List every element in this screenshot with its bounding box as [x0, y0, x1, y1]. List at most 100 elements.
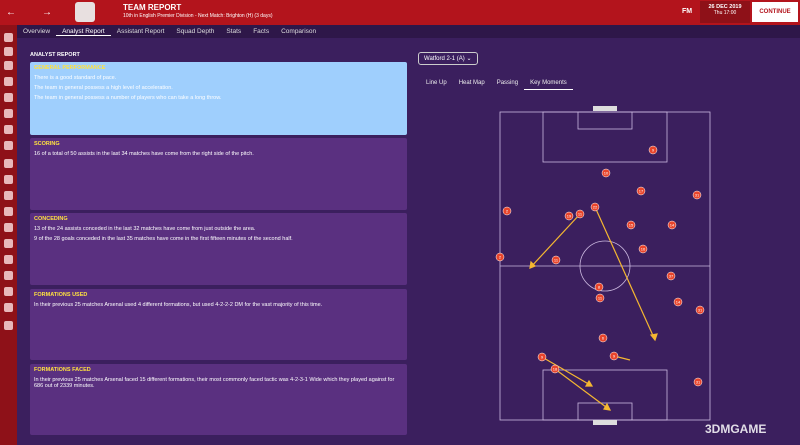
nav-icon[interactable] — [4, 191, 13, 200]
date-box: 26 DEC 2019 Thu 17:00 — [700, 1, 750, 23]
player-number: 11 — [554, 258, 559, 263]
view-tabs: Line Up Heat Map Passing Key Moments — [420, 80, 573, 90]
match-selector[interactable]: Watford 2-1 (A) ⌄ — [418, 52, 478, 65]
continue-button[interactable]: CONTINUE — [752, 2, 798, 22]
report-title: ANALYST REPORT — [30, 52, 80, 58]
nav-icon[interactable] — [4, 239, 13, 248]
player-number: 17 — [639, 189, 644, 194]
player-dot — [638, 244, 648, 254]
nav-icon[interactable] — [4, 303, 13, 312]
player-dot — [667, 220, 677, 230]
player-number: 31 — [698, 308, 703, 313]
brand: FM — [682, 8, 693, 15]
arrows — [529, 206, 658, 411]
view-tab[interactable]: Heat Map — [458, 80, 485, 86]
player-dot — [595, 293, 605, 303]
tab[interactable]: Squad Depth — [176, 28, 215, 35]
nav-icon[interactable] — [4, 33, 13, 42]
tab-bar: Overview Analyst Report Assistant Report Sq… — [17, 25, 800, 38]
section-line: 16 of a total of 50 assists in the last … — [34, 151, 254, 157]
player-number: 16 — [641, 247, 646, 252]
nav-icon[interactable] — [4, 77, 13, 86]
section-heading: CONCEDING — [34, 216, 68, 222]
player-dot — [673, 297, 683, 307]
goal — [593, 420, 617, 425]
tab[interactable]: Comparison — [281, 28, 317, 35]
tab[interactable]: Analyst Report — [56, 28, 111, 36]
player-number: 10 — [604, 171, 609, 176]
player-number: 8 — [598, 285, 601, 290]
nav-icon[interactable] — [4, 47, 13, 56]
nav-icon[interactable] — [4, 125, 13, 134]
time: Thu 17:00 — [713, 10, 737, 16]
section-heading: FORMATIONS FACED — [34, 367, 91, 373]
player-number: 2 — [506, 209, 509, 214]
player-dot — [609, 351, 619, 361]
nav-icon[interactable] — [4, 61, 13, 70]
player-number: 22 — [593, 205, 598, 210]
tab[interactable]: Stats — [226, 28, 242, 35]
report-section: CONCEDING 13 of the 24 assists conceded i… — [30, 213, 407, 285]
view-tab[interactable]: Line Up — [426, 80, 447, 86]
player-number: 6 — [602, 336, 605, 341]
section-line: The team in general possess a high level… — [34, 85, 173, 91]
player-number: 15 — [629, 223, 634, 228]
player-dot — [590, 202, 600, 212]
player-number: 2 — [499, 255, 502, 260]
report-section: GENERAL PERFORMANCE There is a good stand… — [30, 62, 407, 135]
nav-icon[interactable] — [4, 175, 13, 184]
back[interactable]: ← — [6, 7, 16, 18]
match-name: Watford 2-1 (A) — [424, 56, 465, 62]
report-section: SCORING 16 of a total of 50 assists in th… — [30, 138, 407, 210]
player-number: 37 — [669, 274, 674, 279]
watermark: 3DMGAME — [705, 422, 766, 436]
nav-icon[interactable] — [4, 109, 13, 118]
player-number: 18 — [553, 367, 558, 372]
player-number: 31 — [695, 193, 700, 198]
report-section: FORMATIONS FACED In their previous 25 mat… — [30, 364, 407, 435]
player-number: 9 — [541, 355, 544, 360]
player-dot — [693, 377, 703, 387]
date: 26 DEC 2019 — [708, 4, 742, 10]
forward[interactable]: → — [42, 7, 52, 18]
section-line: 13 of the 24 assists conceded in the las… — [34, 226, 256, 232]
player-dot — [601, 168, 611, 178]
player-dot — [692, 190, 702, 200]
view-tab[interactable]: Key Moments — [524, 80, 573, 90]
section-line: The team in general possess a number of … — [34, 95, 222, 101]
player-number: 14 — [676, 300, 681, 305]
tab[interactable]: Facts — [253, 28, 270, 35]
section-heading: GENERAL PERFORMANCE — [34, 65, 106, 71]
nav-icon[interactable] — [4, 159, 13, 168]
player-number: 19 — [567, 214, 572, 219]
player-dot — [648, 145, 658, 155]
player-number: 11 — [598, 296, 603, 301]
nav-icon[interactable] — [4, 287, 13, 296]
section-line: In their previous 25 matches Arsenal use… — [34, 302, 323, 308]
nav-icon[interactable] — [4, 321, 13, 330]
report-section: FORMATIONS USED In their previous 25 matc… — [30, 289, 407, 360]
view-tab[interactable]: Passing — [496, 80, 519, 86]
nav-icon[interactable] — [4, 255, 13, 264]
player-number: 9 — [613, 354, 616, 359]
player-dot — [575, 209, 585, 219]
player-dot — [495, 252, 505, 262]
player-dot — [594, 282, 604, 292]
nav-icon[interactable] — [4, 271, 13, 280]
nav-icon[interactable] — [4, 141, 13, 150]
player-dot — [598, 333, 608, 343]
player-dot — [666, 271, 676, 281]
player-number: 9 — [652, 148, 655, 153]
nav-icon[interactable] — [4, 223, 13, 232]
player-dot — [636, 186, 646, 196]
nav-icon[interactable] — [4, 207, 13, 216]
section-line: There is a good standard of pace. — [34, 75, 117, 81]
player-dot — [564, 211, 574, 221]
tab[interactable]: Overview — [23, 28, 51, 35]
tab[interactable]: Assistant Report — [116, 28, 165, 35]
player-number: 14 — [670, 223, 675, 228]
section-heading: FORMATIONS USED — [34, 292, 88, 298]
nav-icon[interactable] — [4, 93, 13, 102]
players: 9 10 17 31 2 19 11 22 15 14 16 2 11 37 8 11 14 31 6 9 9 18 31 — [495, 145, 705, 387]
